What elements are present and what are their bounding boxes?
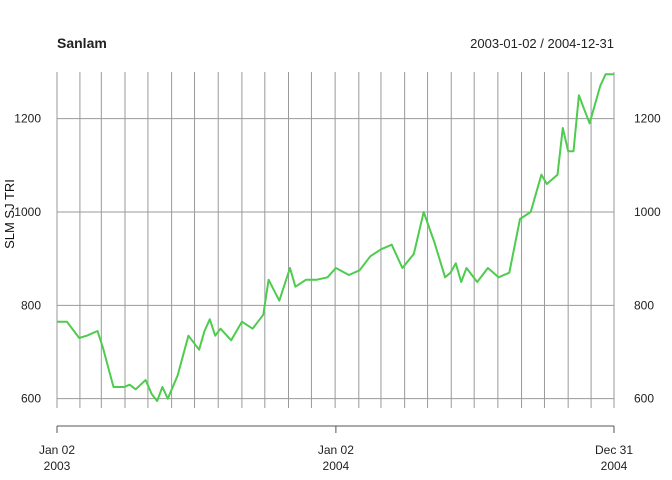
- series-line-0: [57, 73, 614, 402]
- x-tick-year-label: 2003: [44, 459, 71, 473]
- grid-lines: [56, 72, 615, 408]
- y-axes: 600 600 800 800 1000 1000 1200 1200: [14, 112, 661, 406]
- y-tick-label-right: 800: [634, 298, 654, 312]
- y-tick-label-right: 1000: [634, 205, 661, 219]
- date-range-label: 2003-01-02 / 2004-12-31: [470, 36, 614, 51]
- x-axis: Jan 02 2003 Jan 02 2004 Dec 31 2004: [39, 425, 633, 473]
- x-tick-label: Dec 31: [595, 443, 633, 457]
- x-tick-label: Jan 02: [318, 443, 354, 457]
- y-tick-label-left: 1000: [14, 205, 41, 219]
- chart-title: Sanlam: [57, 35, 107, 51]
- x-tick-year-label: 2004: [323, 459, 350, 473]
- y-tick-label-left: 800: [21, 298, 41, 312]
- y-tick-label-right: 1200: [634, 112, 661, 126]
- y-tick-label-right: 600: [634, 392, 654, 406]
- y-tick-label-left: 1200: [14, 112, 41, 126]
- x-tick-year-label: 2004: [601, 459, 628, 473]
- plot-area: [57, 73, 614, 402]
- y-tick-label-left: 600: [21, 392, 41, 406]
- y-axis-label: SLM SJ TRI: [2, 179, 17, 249]
- x-tick-label: Jan 02: [39, 443, 75, 457]
